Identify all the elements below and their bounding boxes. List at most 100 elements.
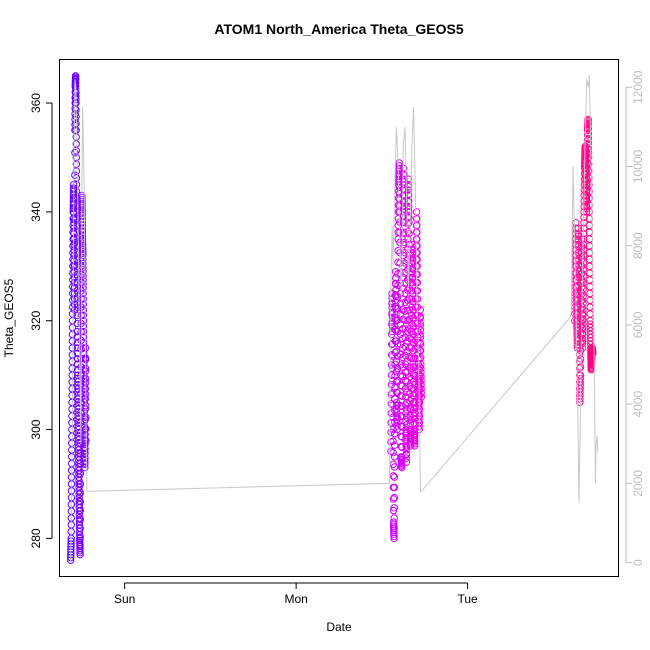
- data-point-s1-19-7: [397, 442, 405, 451]
- data-point-s0-9-3: [70, 235, 78, 243]
- data-point-s2-15-7: [579, 310, 587, 319]
- data-point-s1-6-7: [390, 463, 399, 471]
- data-point-s1-46-2: [411, 431, 419, 439]
- data-point-s0-41-5: [81, 440, 89, 448]
- data-point-s1-50-3: [413, 228, 421, 236]
- data-point-s1-4-2: [389, 448, 397, 457]
- data-point-s0-35-2: [79, 259, 87, 268]
- data-point-s1-34-6: [405, 208, 413, 216]
- data-point-s0-27-2: [76, 533, 84, 541]
- data-point-s2-28-6: [585, 248, 594, 257]
- data-point-s1-50-2: [413, 221, 421, 230]
- data-point-s1-51-0: [413, 262, 421, 270]
- data-point-s1-39-2: [407, 405, 415, 413]
- data-point-s0-33-7: [78, 231, 87, 240]
- data-point-s2-17-4: [580, 229, 588, 238]
- data-point-s1-5-7: [390, 532, 398, 541]
- data-point-s0-41-1: [81, 459, 89, 467]
- data-point-s1-46-7: [411, 404, 419, 412]
- data-point-s1-29-7: [402, 454, 411, 462]
- data-point-s1-58-3: [417, 372, 425, 381]
- data-point-s1-22-6: [398, 325, 407, 333]
- y-axis-label: Theta_GEOS5: [2, 278, 16, 357]
- data-point-s1-34-2: [404, 186, 413, 194]
- data-point-s1-37-3: [406, 404, 414, 413]
- data-point-s1-25-1: [400, 170, 408, 178]
- data-point-s1-18-7: [396, 361, 405, 369]
- plot-box: [59, 59, 619, 577]
- data-point-s1-30-5: [403, 421, 411, 429]
- data-point-s1-1-1: [387, 361, 396, 369]
- data-point-s1-19-5: [397, 422, 405, 430]
- data-point-s1-6-0: [390, 534, 398, 543]
- data-point-s1-21-6: [398, 402, 406, 411]
- data-point-s1-58-6: [417, 385, 425, 393]
- data-point-s1-51-1: [413, 270, 421, 279]
- data-point-s0-42-0: [81, 425, 89, 434]
- data-point-s2-15-5: [579, 320, 587, 328]
- data-point-s1-12-1: [393, 413, 401, 422]
- y-tick-label-320: 320: [29, 310, 43, 330]
- data-point-s0-36-0: [79, 284, 87, 292]
- data-point-s1-56-6: [416, 322, 424, 330]
- data-point-s0-36-4: [79, 306, 88, 314]
- chart-title: ATOM1 North_America Theta_GEOS5: [214, 21, 463, 37]
- data-point-s1-26-1: [400, 218, 409, 226]
- data-point-s1-7-0: [390, 453, 399, 461]
- data-point-s0-27-6: [76, 497, 85, 506]
- right-axis-series-line: [70, 75, 599, 563]
- y2-tick-label-12000: 12000: [631, 70, 645, 104]
- data-point-s1-56-2: [416, 355, 424, 363]
- data-point-s0-37-3: [79, 344, 88, 352]
- right-axis: 0 2000 4000 6000 8000 10000 12000: [625, 70, 645, 566]
- data-point-s1-34-3: [404, 191, 413, 200]
- data-point-s1-50-1: [413, 214, 421, 223]
- data-point-s1-25-6: [400, 197, 408, 205]
- data-point-s1-45-7: [410, 440, 419, 448]
- data-point-s1-51-2: [413, 278, 422, 287]
- data-point-s1-34-7: [405, 213, 413, 222]
- data-point-s1-32-2: [403, 296, 412, 305]
- y2-tick-label-10000: 10000: [631, 149, 645, 183]
- data-point-s2-2-7: [572, 257, 580, 265]
- data-point-s1-25-0: [400, 164, 408, 173]
- y2-tick-label-4000: 4000: [631, 391, 645, 418]
- x-axis-label: Date: [326, 620, 352, 634]
- data-point-s2-29-3: [586, 283, 594, 291]
- data-point-s1-3-4: [389, 376, 397, 385]
- data-point-s0-42-2: [81, 405, 90, 413]
- data-point-s1-25-3: [400, 180, 408, 189]
- right-axis-line-layer: [70, 75, 599, 563]
- y2-tick-label-8000: 8000: [631, 232, 645, 259]
- data-point-s2-29-2: [586, 276, 594, 284]
- data-point-s1-34-4: [405, 197, 413, 205]
- data-point-s1-34-1: [404, 180, 413, 189]
- data-point-s0-12-1: [71, 121, 79, 129]
- data-point-s0-35-4: [79, 268, 87, 276]
- data-point-s2-29-0: [585, 262, 594, 270]
- data-point-s2-28-7: [585, 255, 594, 264]
- data-point-s0-41-3: [81, 449, 89, 458]
- data-point-s1-27-4: [401, 325, 409, 333]
- data-point-s1-34-5: [405, 202, 413, 211]
- data-point-s0-41-2: [81, 454, 89, 462]
- data-point-s1-35-0: [405, 219, 413, 227]
- data-point-s0-27-4: [76, 515, 84, 524]
- y-tick-label-360: 360: [29, 93, 43, 113]
- data-point-s1-6-4: [390, 493, 398, 502]
- data-point-s1-6-5: [390, 483, 399, 492]
- data-point-s2-23-5: [583, 180, 591, 189]
- data-point-s1-30-1: [402, 451, 411, 459]
- data-point-s1-8-3: [391, 325, 399, 334]
- data-point-s1-29-5: [402, 446, 410, 454]
- y2-tick-label-0: 0: [631, 559, 645, 566]
- data-point-s0-37-1: [79, 333, 88, 341]
- data-point-s1-58-1: [417, 364, 425, 373]
- data-point-s0-35-3: [79, 263, 87, 272]
- data-point-s1-58-0: [417, 360, 425, 368]
- data-point-s1-46-0: [410, 442, 419, 450]
- data-point-s0-35-1: [79, 255, 87, 264]
- data-point-s2-17-1: [579, 246, 588, 254]
- data-point-s1-25-5: [400, 191, 408, 200]
